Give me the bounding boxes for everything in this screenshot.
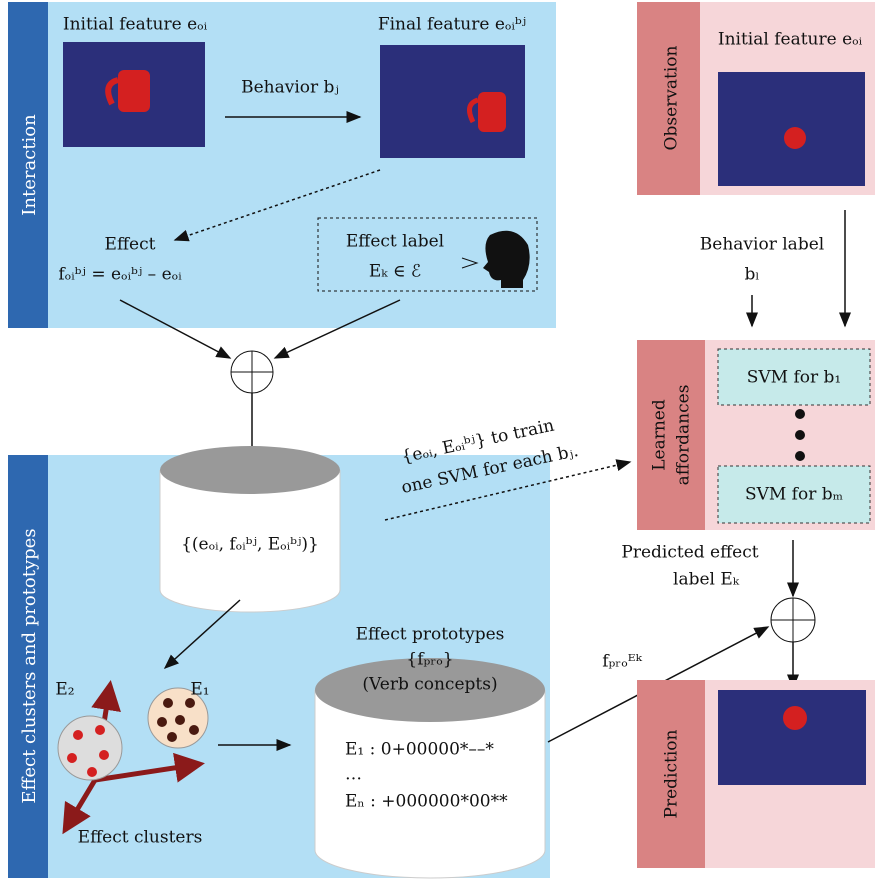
label: Predicted effect — [621, 543, 758, 563]
panel-label: Prediction — [662, 729, 682, 818]
arrow — [273, 299, 401, 359]
side-bar — [637, 340, 705, 530]
label: Initial feature eₒᵢ — [63, 15, 208, 35]
sum-node — [230, 350, 274, 394]
label: label Eₖ — [673, 570, 740, 590]
formula: fₒᵢᵇʲ = eₒᵢᵇʲ – eₒᵢ — [58, 265, 182, 285]
database — [314, 658, 546, 879]
label: {fₚᵣₒ} — [406, 650, 453, 670]
data-set: {(eₒᵢ, fₒᵢᵇʲ, Eₒᵢᵇʲ)} — [181, 535, 319, 555]
image — [718, 690, 866, 785]
label: Effect — [105, 235, 156, 255]
label: Behavior label — [700, 235, 824, 255]
label: Eₖ ∈ ℰ — [369, 262, 421, 282]
label: SVM for bₘ — [745, 485, 843, 505]
cluster-label: E₁ — [190, 680, 209, 700]
cluster-label: E₂ — [55, 680, 74, 700]
side-bar — [8, 455, 48, 878]
object — [783, 706, 807, 730]
panel-label: Interaction — [19, 114, 40, 216]
arrow — [173, 169, 381, 242]
side-bar — [637, 680, 705, 868]
label-box — [317, 217, 538, 292]
label: Final feature eₒᵢᵇʲ — [378, 15, 526, 35]
prototype-row: E₁ : 0+00000*––* — [345, 740, 494, 760]
prototype-row: Eₙ : +000000*00** — [345, 792, 508, 812]
panel-label: Effect clusters and prototypes — [19, 528, 40, 803]
cluster-points — [157, 698, 199, 742]
label: bₗ — [744, 265, 759, 285]
label: fₚᵣₒᴱᵏ — [602, 652, 642, 672]
caption: Effect clusters — [78, 828, 203, 848]
panel-label: Observation — [662, 45, 682, 150]
side-bar — [8, 2, 48, 328]
panel-label: affordances — [674, 385, 694, 486]
object — [784, 127, 806, 149]
label: SVM for b₁ — [747, 368, 842, 388]
prototype-row: … — [345, 765, 362, 785]
label: Initial feature eₒᵢ — [718, 30, 863, 50]
label: Effect label — [346, 232, 444, 252]
label: Effect prototypes — [356, 625, 505, 645]
cluster-points — [67, 725, 109, 777]
mug-icon — [466, 92, 506, 132]
arrow — [119, 299, 232, 359]
label: (Verb concepts) — [362, 675, 497, 695]
side-bar — [637, 2, 700, 195]
ellipsis-dots — [795, 409, 805, 461]
panel-label: Learned — [650, 399, 670, 471]
mug-icon — [105, 70, 150, 112]
label: Behavior bⱼ — [241, 78, 339, 98]
svm-box — [717, 465, 871, 524]
svm-box — [717, 348, 871, 406]
arrow — [163, 599, 241, 670]
sum-node — [770, 597, 816, 643]
head-icon — [461, 230, 530, 288]
database — [159, 446, 341, 613]
